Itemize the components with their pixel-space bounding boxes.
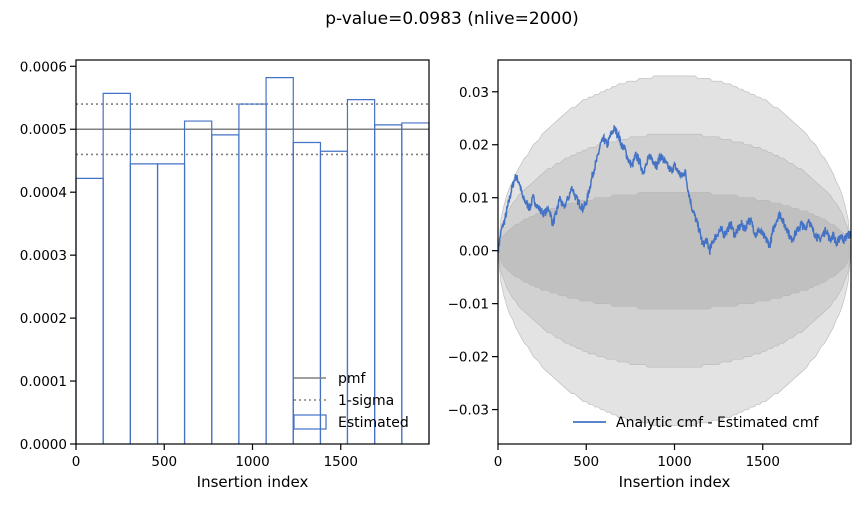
legend-1-sigma-label: 1-sigma	[338, 393, 394, 409]
right-x-ticks: 0 500 1000 1500	[494, 444, 780, 470]
left-y-tick-label: 0.0005	[20, 122, 67, 138]
left-y-tick-label: 0.0002	[20, 311, 67, 327]
estimated-bin	[183, 120, 213, 444]
estimated-bin	[156, 163, 186, 444]
right-y-tick-label: −0.01	[448, 297, 489, 313]
left-x-axis-label: Insertion index	[197, 473, 309, 491]
left-y-ticks: 0.0000 0.0001 0.0002 0.0003 0.0004 0.0005 0.00…	[20, 59, 76, 453]
band-3-sigma	[498, 75, 851, 426]
left-y-tick-label: 0.0001	[20, 374, 67, 390]
estimated-bin	[102, 92, 131, 444]
estimated-bin	[265, 77, 294, 444]
left-axes-pmf: 0 500 1000 1500 0.00000.00010.00020.00030.0…	[20, 59, 430, 491]
right-legend: Analytic cmf - Estimated cmf	[573, 415, 819, 431]
left-x-tick-label: 500	[151, 454, 177, 470]
estimated-bin	[75, 177, 104, 444]
right-y-tick-label: 0.02	[459, 138, 489, 154]
right-y-tick-label: 0.03	[459, 85, 489, 101]
left-x-tick-label: 1000	[235, 454, 269, 470]
left-x-tick-label: 1500	[324, 454, 358, 470]
right-y-tick-label: 0.01	[459, 191, 489, 207]
left-legend: pmf 1-sigma Estimated	[293, 371, 409, 431]
right-x-tick-label: 0	[494, 454, 503, 470]
right-plot-area	[498, 75, 851, 426]
band-2-sigma	[498, 133, 851, 368]
cmf-difference-line	[498, 124, 851, 255]
legend-cmf-difference-label: Analytic cmf - Estimated cmf	[616, 415, 819, 431]
left-y-tick-label: 0.0003	[20, 248, 67, 264]
right-x-tick-label: 1500	[746, 454, 780, 470]
right-x-tick-label: 500	[573, 454, 599, 470]
figure-title: p-value=0.0983 (nlive=2000)	[325, 9, 579, 29]
left-axes-frame	[75, 59, 430, 445]
right-y-tick-label: −0.02	[448, 350, 489, 366]
right-y-tick-label: −0.03	[448, 403, 489, 419]
band-1-sigma	[498, 192, 851, 310]
left-plot-area	[75, 77, 430, 444]
estimated-bin	[211, 134, 240, 444]
right-x-axis-label: Insertion index	[619, 473, 731, 491]
right-x-tick-label: 1000	[657, 454, 691, 470]
legend-pmf-label: pmf	[338, 371, 367, 387]
left-y-tick-label: 0.0006	[20, 59, 67, 75]
left-y-tick-label: 0.0004	[20, 185, 67, 201]
legend-estimated-label: Estimated	[338, 415, 409, 431]
estimated-bin	[129, 163, 159, 444]
right-y-ticks: 0.03 0.02 0.01 0.00 −0.01 −0.02 −0.03	[448, 85, 498, 419]
right-y-tick-label: 0.00	[459, 244, 489, 260]
left-y-tick-label: 0.0000	[20, 437, 67, 453]
left-x-ticks: 0 500 1000 1500	[72, 444, 358, 470]
estimated-bin	[292, 141, 322, 444]
right-axes-cmf: 0 500 1000 1500 0.03 0.02 0.01 0.00 −0.01 −0.02 −…	[448, 59, 852, 491]
legend-estimated-swatch	[293, 414, 327, 430]
estimated-bin	[401, 122, 430, 444]
left-x-tick-label: 0	[72, 454, 81, 470]
